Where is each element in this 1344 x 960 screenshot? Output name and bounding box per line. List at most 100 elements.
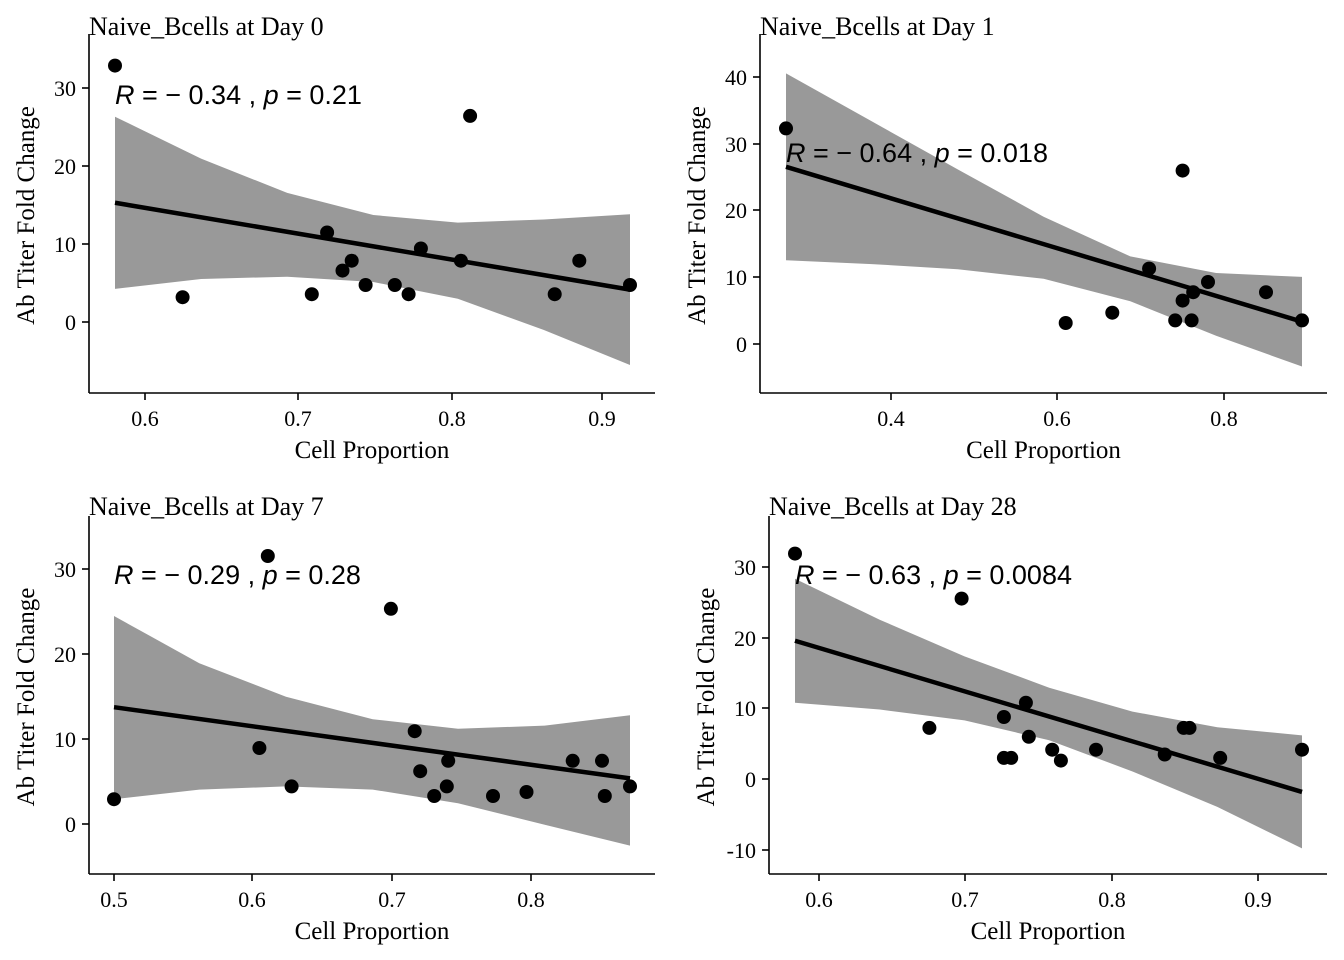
y-tick-label: -10 (727, 838, 756, 863)
confidence-band (114, 616, 630, 846)
data-point (407, 724, 422, 739)
data-point (304, 287, 319, 302)
r-symbol: R (786, 138, 806, 168)
data-point (387, 278, 402, 292)
correlation-annotation: R = − 0.64 , p = 0.018 (786, 138, 1048, 168)
regression-line (114, 200, 631, 292)
data-point (595, 753, 609, 768)
data-point (1213, 750, 1228, 765)
correlation-annotation: R = − 0.63 , p = 0.0084 (795, 560, 1072, 590)
data-point (344, 253, 359, 268)
data-point (519, 785, 534, 799)
data-point (453, 253, 468, 268)
x-axis-label: Cell Proportion (966, 437, 1121, 464)
data-point (922, 720, 937, 735)
data-point (252, 741, 267, 755)
y-axis-label: Ab Titer Fold Change (13, 588, 40, 807)
data-point (1168, 313, 1183, 328)
r-symbol: R (795, 560, 815, 590)
y-tick-label: 10 (734, 696, 756, 721)
x-tick-label: 0.7 (284, 406, 312, 431)
p-value: = 0.018 (950, 138, 1048, 168)
x-tick-label: 0.8 (438, 406, 466, 431)
y-tick-label: 10 (725, 265, 747, 290)
y-tick-label: 0 (65, 310, 76, 335)
data-point (401, 287, 416, 302)
panel-2: 0.4 0.6 0.8 0 10 20 30 40 Naive_Bcells at Day 1 C… (684, 12, 1327, 464)
y-tick-label: 0 (736, 332, 747, 357)
x-tick-label: 0.6 (1043, 406, 1071, 431)
data-point (996, 710, 1011, 724)
data-point (108, 58, 122, 73)
y-tick-label: 30 (54, 76, 76, 101)
panel-title: Naive_Bcells at Day 1 (760, 12, 995, 41)
p-symbol: p (262, 560, 278, 590)
data-point (413, 764, 428, 779)
data-point (413, 241, 428, 256)
data-point (1175, 163, 1190, 178)
y-tick-label: 20 (54, 642, 76, 667)
data-point (1045, 742, 1060, 757)
r-value: = − 0.63 , (815, 560, 944, 590)
panel-title: Naive_Bcells at Day 0 (89, 12, 324, 41)
data-point (175, 290, 190, 305)
x-tick-label: 0.8 (517, 887, 545, 912)
data-point (1053, 753, 1068, 768)
data-point (1058, 316, 1073, 330)
y-tick-label: 20 (54, 154, 76, 179)
data-point (1105, 305, 1120, 320)
confidence-band (115, 116, 630, 365)
confidence-band (786, 73, 1302, 367)
x-tick-label: 0.7 (378, 887, 406, 912)
data-point (1175, 293, 1190, 308)
regression-line (794, 638, 1303, 795)
x-axis-label: Cell Proportion (295, 918, 450, 945)
data-point (1004, 750, 1019, 765)
data-point (1182, 720, 1197, 735)
y-tick-label: 30 (734, 555, 756, 580)
p-symbol: p (943, 560, 959, 590)
data-point (107, 792, 121, 807)
p-value: = 0.21 (279, 80, 362, 110)
x-tick-label: 0.8 (1098, 887, 1126, 912)
data-point (1295, 313, 1309, 328)
data-point (1018, 695, 1033, 710)
y-tick-label: 30 (725, 132, 747, 157)
y-tick-label: 40 (725, 65, 747, 90)
panel-1: 0.6 0.7 0.8 0.9 0 10 20 30 Naive_Bcells at Day 0… (13, 12, 655, 464)
x-tick-label: 0.9 (588, 406, 616, 431)
data-point (439, 779, 454, 794)
y-tick-label: 0 (745, 767, 756, 792)
data-point (1021, 729, 1036, 744)
correlation-annotation: R = − 0.34 , p = 0.21 (115, 80, 362, 110)
data-point (1142, 261, 1157, 276)
y-tick-label: 10 (54, 727, 76, 752)
r-symbol: R (115, 80, 135, 110)
data-point (427, 789, 442, 803)
panel-title: Naive_Bcells at Day 7 (89, 492, 324, 521)
p-symbol: p (934, 138, 950, 168)
p-value: = 0.0084 (959, 560, 1072, 590)
r-value: = − 0.34 , (135, 80, 264, 110)
data-point (441, 753, 456, 768)
r-value: = − 0.29 , (134, 560, 263, 590)
data-point (779, 121, 793, 136)
y-axis-label: Ab Titer Fold Change (13, 106, 40, 325)
y-tick-label: 10 (54, 232, 76, 257)
regression-line (785, 164, 1303, 324)
x-axis-label: Cell Proportion (295, 437, 450, 464)
data-point (1295, 742, 1309, 757)
x-tick-label: 0.9 (1244, 887, 1272, 912)
r-symbol: R (114, 560, 134, 590)
x-tick-label: 0.6 (238, 887, 266, 912)
data-point (284, 779, 299, 794)
x-tick-label: 0.8 (1210, 406, 1238, 431)
x-tick-label: 0.4 (877, 406, 905, 431)
data-point (1186, 285, 1201, 300)
data-point (1201, 275, 1215, 289)
panel-title: Naive_Bcells at Day 28 (769, 492, 1017, 521)
p-value: = 0.28 (278, 560, 361, 590)
y-tick-label: 20 (734, 626, 756, 651)
p-symbol: p (263, 80, 279, 110)
